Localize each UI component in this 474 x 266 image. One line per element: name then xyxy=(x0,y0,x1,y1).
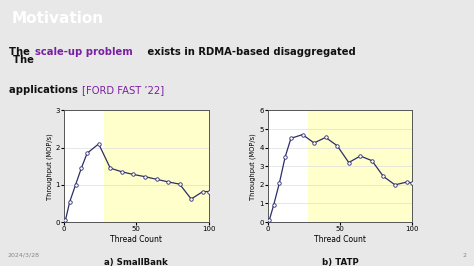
Text: Motivation: Motivation xyxy=(12,11,104,26)
Y-axis label: Throughput (MOP/s): Throughput (MOP/s) xyxy=(250,133,256,200)
Text: The: The xyxy=(9,47,34,57)
Bar xyxy=(308,110,412,222)
Text: The: The xyxy=(13,55,37,65)
Text: scale-up problem: scale-up problem xyxy=(35,47,132,57)
X-axis label: Thread Count: Thread Count xyxy=(110,235,162,244)
Text: The: The xyxy=(13,55,41,65)
Text: exists in RDMA-based disaggregated: exists in RDMA-based disaggregated xyxy=(145,47,356,57)
Text: a) SmallBank: a) SmallBank xyxy=(104,257,168,266)
Bar xyxy=(104,110,209,222)
Text: 2024/3/28: 2024/3/28 xyxy=(7,253,39,258)
Text: applications: applications xyxy=(9,85,82,95)
Text: [FORD FAST ’22]: [FORD FAST ’22] xyxy=(82,85,164,95)
Y-axis label: Throughput (MOP/s): Throughput (MOP/s) xyxy=(46,133,53,200)
Text: 2: 2 xyxy=(463,253,467,258)
X-axis label: Thread Count: Thread Count xyxy=(314,235,366,244)
Text: b) TATP: b) TATP xyxy=(322,257,358,266)
